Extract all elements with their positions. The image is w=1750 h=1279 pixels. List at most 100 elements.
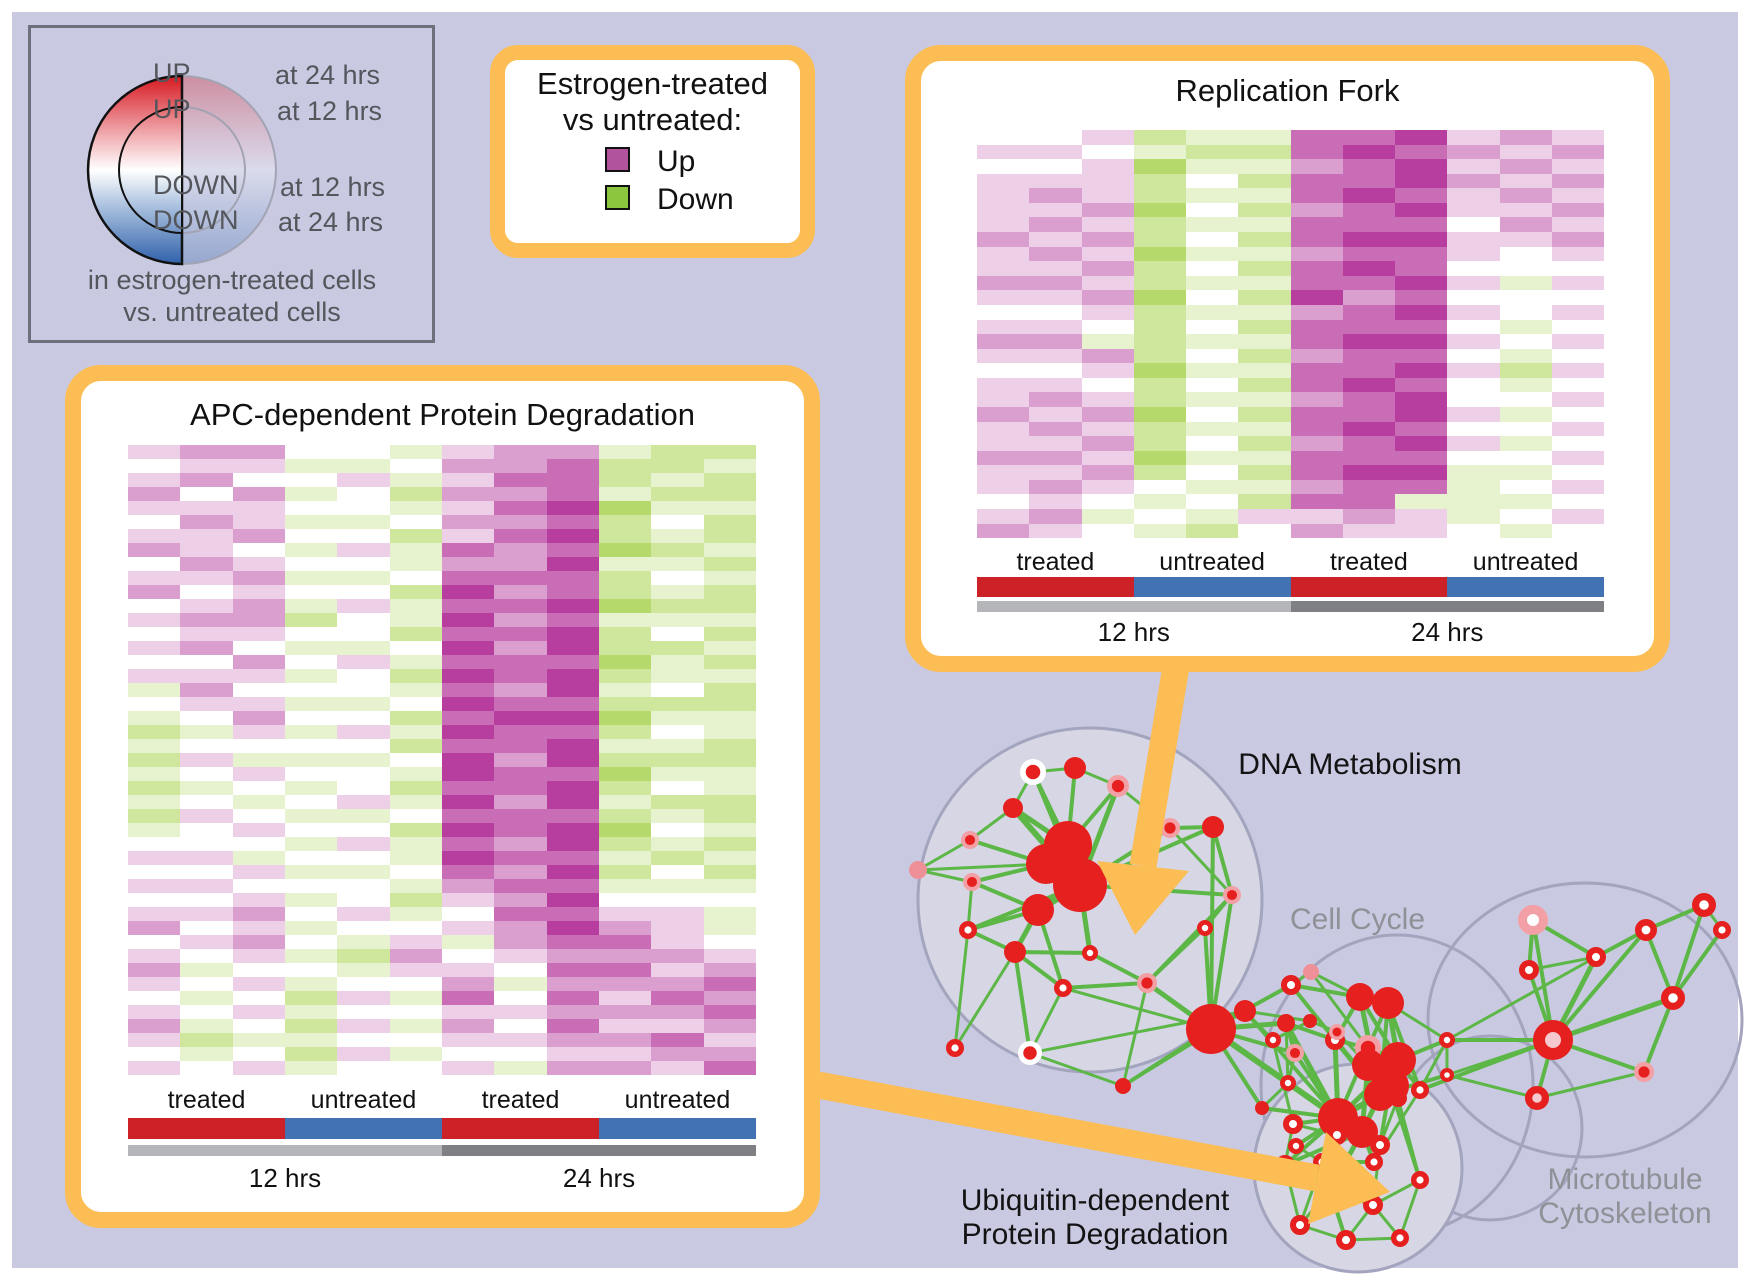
replication-fork-group-labels: treated untreated treated untreated <box>977 548 1604 577</box>
gene-node <box>1519 960 1539 980</box>
gene-node <box>1586 947 1606 967</box>
group-label-treated-12: treated <box>1016 548 1095 576</box>
gene-node <box>1524 1085 1549 1110</box>
estrogen-updown-legend: Estrogen-treated vs untreated: Up Down <box>490 45 815 258</box>
gene-node <box>1633 1061 1654 1082</box>
gene-node <box>1186 1004 1236 1054</box>
gene-node <box>1285 1043 1304 1062</box>
callout-arrowhead-apc-to-ubiquitin <box>1308 1132 1390 1224</box>
gene-node <box>1283 1114 1303 1134</box>
gene-node <box>1255 1101 1269 1115</box>
apc-time-labels: 12 hrs 24 hrs <box>128 1163 756 1194</box>
estrogen-legend-title-line1: Estrogen-treated <box>537 66 768 101</box>
apc-heatmap <box>128 445 756 1075</box>
network-edge <box>1551 928 1648 1042</box>
microtubule-label-line1: Microtubule <box>1547 1163 1703 1196</box>
gene-node <box>1003 798 1023 818</box>
gene-node <box>1329 1024 1346 1041</box>
apc-condition-bar <box>128 1118 756 1139</box>
gene-node <box>959 921 978 940</box>
apc-group-labels: treated untreated treated untreated <box>128 1086 756 1115</box>
microtubule-cytoskeleton-label: Microtubule Cytoskeleton <box>1455 1163 1750 1231</box>
time-label-24hrs: 24 hrs <box>1411 617 1484 647</box>
group-label-treated-24: treated <box>481 1086 560 1114</box>
gene-node <box>1346 1116 1378 1148</box>
up-magenta-swatch <box>605 147 630 172</box>
apc-panel: APC-dependent Protein Degradation treate… <box>65 365 820 1228</box>
gene-node <box>1280 1075 1297 1092</box>
network-edge <box>1289 983 1337 1042</box>
gene-node <box>1265 1032 1282 1049</box>
network-edge <box>1536 1070 1645 1100</box>
ubiquitin-label-line2: Protein Degradation <box>961 1218 1229 1251</box>
cluster-microtubule-large <box>1426 881 1744 1159</box>
network-edge <box>1309 971 1370 1049</box>
updown-gradient-rings-icon <box>86 74 278 266</box>
gene-node <box>1691 892 1716 917</box>
legend-caption-line2: vs. untreated cells <box>123 297 341 327</box>
network-edge <box>1446 955 1597 1042</box>
network-edge <box>1121 982 1149 1087</box>
gene-node <box>1136 973 1157 994</box>
gene-node <box>1115 1078 1131 1094</box>
network-edge <box>1145 926 1207 985</box>
replication-fork-condition-bar <box>977 577 1604 597</box>
legend-time-12a: at 12 hrs <box>277 96 383 126</box>
time-label-12hrs: 12 hrs <box>248 1163 322 1193</box>
cell-cycle-label: Cell Cycle <box>1289 903 1426 936</box>
gene-node <box>1281 975 1301 995</box>
replication-fork-title: Replication Fork <box>1175 73 1400 108</box>
time-label-24hrs: 24 hrs <box>562 1163 636 1193</box>
legend-time-12b: at 12 hrs <box>280 172 386 202</box>
apc-title: APC-dependent Protein Degradation <box>190 397 695 432</box>
ubiquitin-label: Ubiquitin-dependent Protein Degradation <box>900 1184 1290 1252</box>
gene-node <box>1635 918 1658 941</box>
gene-node <box>1159 818 1180 839</box>
ubiquitin-label-line1: Ubiquitin-dependent <box>960 1184 1230 1217</box>
group-label-untreated-12: untreated <box>310 1086 417 1114</box>
gene-node <box>1197 920 1214 937</box>
group-label-untreated-24: untreated <box>1472 548 1579 576</box>
network-edge <box>1446 1073 1538 1100</box>
gene-node <box>1327 1125 1347 1145</box>
gene-node <box>1352 1049 1384 1081</box>
network-edge <box>953 929 970 1049</box>
network-edge <box>1552 995 1674 1043</box>
gene-node <box>1336 1230 1356 1250</box>
network-edge <box>1062 981 1148 990</box>
network-edge <box>1671 928 1724 1000</box>
network-edge <box>1398 1179 1422 1239</box>
gene-node <box>1018 1041 1043 1066</box>
gene-node <box>909 861 927 879</box>
gene-node <box>1064 757 1086 779</box>
group-label-treated-24: treated <box>1329 548 1408 576</box>
gene-node <box>1053 858 1107 912</box>
legend-row-up: Up <box>505 145 800 178</box>
group-label-untreated-24: untreated <box>624 1086 731 1114</box>
gene-node <box>1364 1152 1383 1171</box>
gene-node <box>1303 964 1319 980</box>
gene-node <box>1346 983 1374 1011</box>
gene-node <box>1202 816 1224 838</box>
group-label-untreated-12: untreated <box>1159 548 1265 576</box>
network-edge <box>1168 826 1234 897</box>
network-edge <box>1014 950 1091 955</box>
dna-metabolism-label: DNA Metabolism <box>1238 748 1462 781</box>
gene-node <box>1660 985 1685 1010</box>
legend-caption-line1: in estrogen-treated cells <box>87 265 377 295</box>
node-color-legend: UP at 24 hrs UP at 12 hrs DOWN at 12 hrs… <box>28 25 435 343</box>
legend-up-outer: UP <box>153 58 191 88</box>
gene-node <box>1370 1135 1390 1155</box>
network-edge <box>1528 955 1597 972</box>
legend-up-inner: UP <box>153 94 191 124</box>
gene-node <box>1410 1080 1429 1099</box>
network-edge <box>1211 826 1234 896</box>
network-edge <box>917 838 971 872</box>
gene-node <box>1712 921 1731 940</box>
microtubule-label-line2: Cytoskeleton <box>1538 1197 1712 1230</box>
network-edge <box>917 868 973 884</box>
gene-node <box>962 872 981 891</box>
network-edge <box>1419 1038 1554 1092</box>
network-edge <box>953 951 1017 1049</box>
network-edge <box>1209 1026 1340 1121</box>
